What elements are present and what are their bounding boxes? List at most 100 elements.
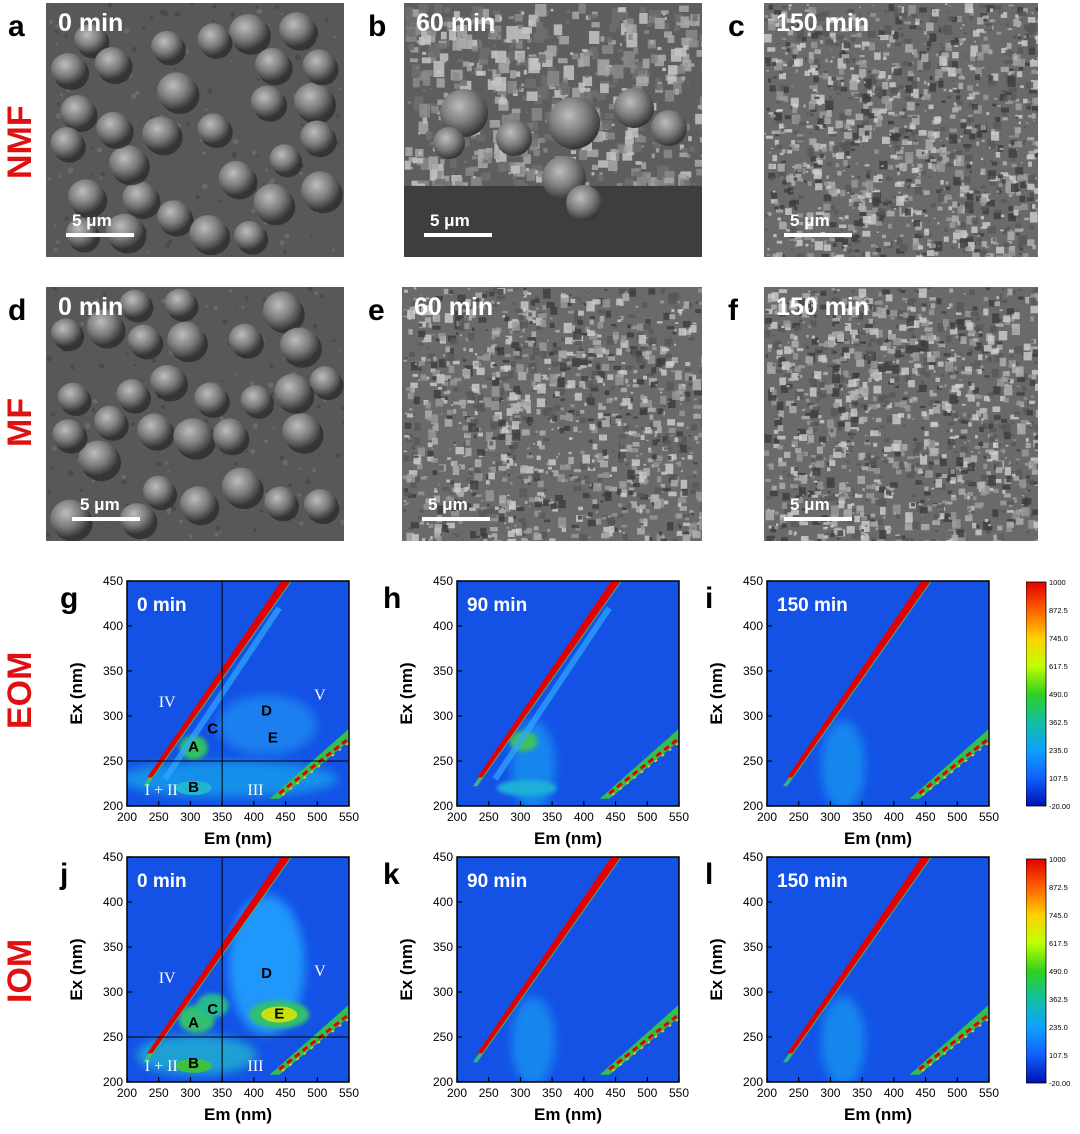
peak-label-a: A	[188, 1014, 199, 1031]
sem-texture	[46, 3, 344, 257]
eem-plot-i: 150 min 200 250 300 350 400 450 500 550 200 250 300…	[687, 571, 1009, 856]
panel-letter-d: d	[8, 294, 27, 327]
x-axis-label: Em (nm)	[844, 1105, 912, 1124]
region-label-i-ii: I + II	[145, 782, 178, 799]
y-tick-label: 250	[103, 754, 123, 768]
x-tick-label: 200	[117, 1086, 137, 1100]
x-tick-label: 450	[916, 810, 936, 824]
y-tick-label: 400	[103, 895, 123, 909]
sem-texture	[46, 287, 344, 541]
sem-image-a: 0 min 5 μm	[46, 3, 344, 257]
y-tick-label: 250	[103, 1030, 123, 1044]
region-label-iv: IV	[159, 970, 176, 987]
x-tick-label: 300	[180, 1086, 200, 1100]
eem-plot-l: 150 min 200 250 300 350 400 450 500 550 200 250 300…	[687, 847, 1009, 1132]
colorbar-tick-label: -20.00	[1049, 802, 1070, 810]
colorbar-tick-label: -20.00	[1049, 1079, 1070, 1087]
colorbar-tick-label: 617.5	[1049, 662, 1068, 671]
x-tick-label: 550	[669, 1086, 689, 1100]
x-tick-label: 250	[149, 810, 169, 824]
sem-texture	[402, 287, 702, 541]
region-label-iii: III	[248, 782, 264, 799]
panel-letter-h: h	[383, 582, 402, 615]
colorbar-tick-label: 1000	[1049, 857, 1066, 864]
colorbar-tick-label: 362.5	[1049, 995, 1068, 1004]
scale-bar-label: 5 μm	[72, 211, 112, 230]
region-label-iii: III	[248, 1058, 264, 1075]
x-tick-label: 550	[669, 810, 689, 824]
scale-bar-label: 5 μm	[428, 495, 468, 514]
x-tick-label: 250	[149, 1086, 169, 1100]
eem-plot-j: I + II III IV V A B C D E 0 min 200 250 300 350 400 450…	[47, 847, 369, 1132]
x-tick-label: 300	[510, 810, 530, 824]
eem-time-label: 0 min	[137, 871, 187, 892]
y-tick-label: 200	[103, 1075, 123, 1089]
colorbar-tick-label: 235.0	[1049, 746, 1068, 755]
x-axis-label: Em (nm)	[534, 1105, 602, 1124]
x-tick-label: 400	[884, 1086, 904, 1100]
sem-time-label: 60 min	[414, 293, 494, 321]
x-tick-label: 550	[979, 1086, 999, 1100]
x-tick-label: 350	[212, 810, 232, 824]
y-tick-label: 450	[433, 850, 453, 864]
eem-plot-k: 90 min 200 250 300 350 400 450 500 550 200 250 300 3…	[377, 847, 699, 1132]
panel-letter-c: c	[728, 10, 745, 43]
y-tick-label: 350	[103, 664, 123, 678]
y-tick-label: 450	[743, 574, 763, 588]
colorbar: 1000 872.5 745.0 617.5 490.0 362.5 235.0 107.5 -…	[1025, 578, 1080, 811]
x-tick-label: 400	[884, 810, 904, 824]
eem-plot-g: I + II III IV V A B C D E 0 min 200 250 300 350 400 450…	[47, 571, 369, 856]
y-tick-label: 350	[433, 940, 453, 954]
y-tick-label: 200	[743, 799, 763, 813]
y-tick-label: 450	[103, 574, 123, 588]
y-tick-label: 350	[743, 664, 763, 678]
sem-texture	[764, 3, 1038, 257]
sem-texture	[764, 287, 1038, 541]
y-tick-label: 350	[743, 940, 763, 954]
eem-time-label: 90 min	[467, 871, 527, 892]
scale-bar	[784, 233, 852, 237]
scale-bar	[422, 517, 490, 521]
region-label-i-ii: I + II	[145, 1058, 178, 1075]
colorbar-tick-label: 362.5	[1049, 718, 1068, 727]
colorbar-tick-label: 490.0	[1049, 690, 1068, 699]
x-tick-label: 250	[789, 810, 809, 824]
eem-contour-surface	[767, 857, 989, 1082]
colorbar-tick-label: 1000	[1049, 580, 1066, 587]
panel-letter-l: l	[705, 858, 714, 891]
y-tick-label: 200	[433, 799, 453, 813]
y-tick-label: 200	[743, 1075, 763, 1089]
panel-letter-e: e	[368, 294, 385, 327]
y-tick-label: 400	[433, 895, 453, 909]
y-axis-label: Ex (nm)	[397, 662, 416, 724]
x-tick-label: 500	[947, 1086, 967, 1100]
region-label-v: V	[314, 687, 326, 704]
x-tick-label: 300	[180, 810, 200, 824]
y-tick-label: 300	[103, 709, 123, 723]
x-tick-label: 200	[117, 810, 137, 824]
y-tick-label: 400	[743, 619, 763, 633]
x-tick-label: 550	[339, 810, 359, 824]
y-tick-label: 450	[743, 850, 763, 864]
eem-time-label: 150 min	[777, 595, 848, 616]
x-tick-label: 500	[307, 810, 327, 824]
x-axis-label: Em (nm)	[844, 829, 912, 848]
peak-label-e: E	[268, 729, 278, 746]
peak-label-c: C	[207, 720, 218, 737]
y-tick-label: 250	[433, 1030, 453, 1044]
eem-time-label: 150 min	[777, 871, 848, 892]
rayleigh-band-core	[477, 581, 621, 778]
x-tick-label: 200	[757, 1086, 777, 1100]
colorbar-tick-label: 745.0	[1049, 634, 1068, 643]
x-tick-label: 350	[212, 1086, 232, 1100]
sem-time-label: 0 min	[58, 293, 124, 321]
eem-time-label: 90 min	[467, 595, 527, 616]
peak-label-a: A	[188, 738, 199, 755]
panel-letter-g: g	[60, 582, 79, 615]
y-tick-label: 450	[103, 850, 123, 864]
colorbar-tick-label: 745.0	[1049, 911, 1068, 920]
panel-letter-b: b	[368, 10, 387, 43]
y-tick-label: 250	[743, 1030, 763, 1044]
x-tick-label: 550	[339, 1086, 359, 1100]
row-label-nmf: NMF	[1, 105, 39, 179]
